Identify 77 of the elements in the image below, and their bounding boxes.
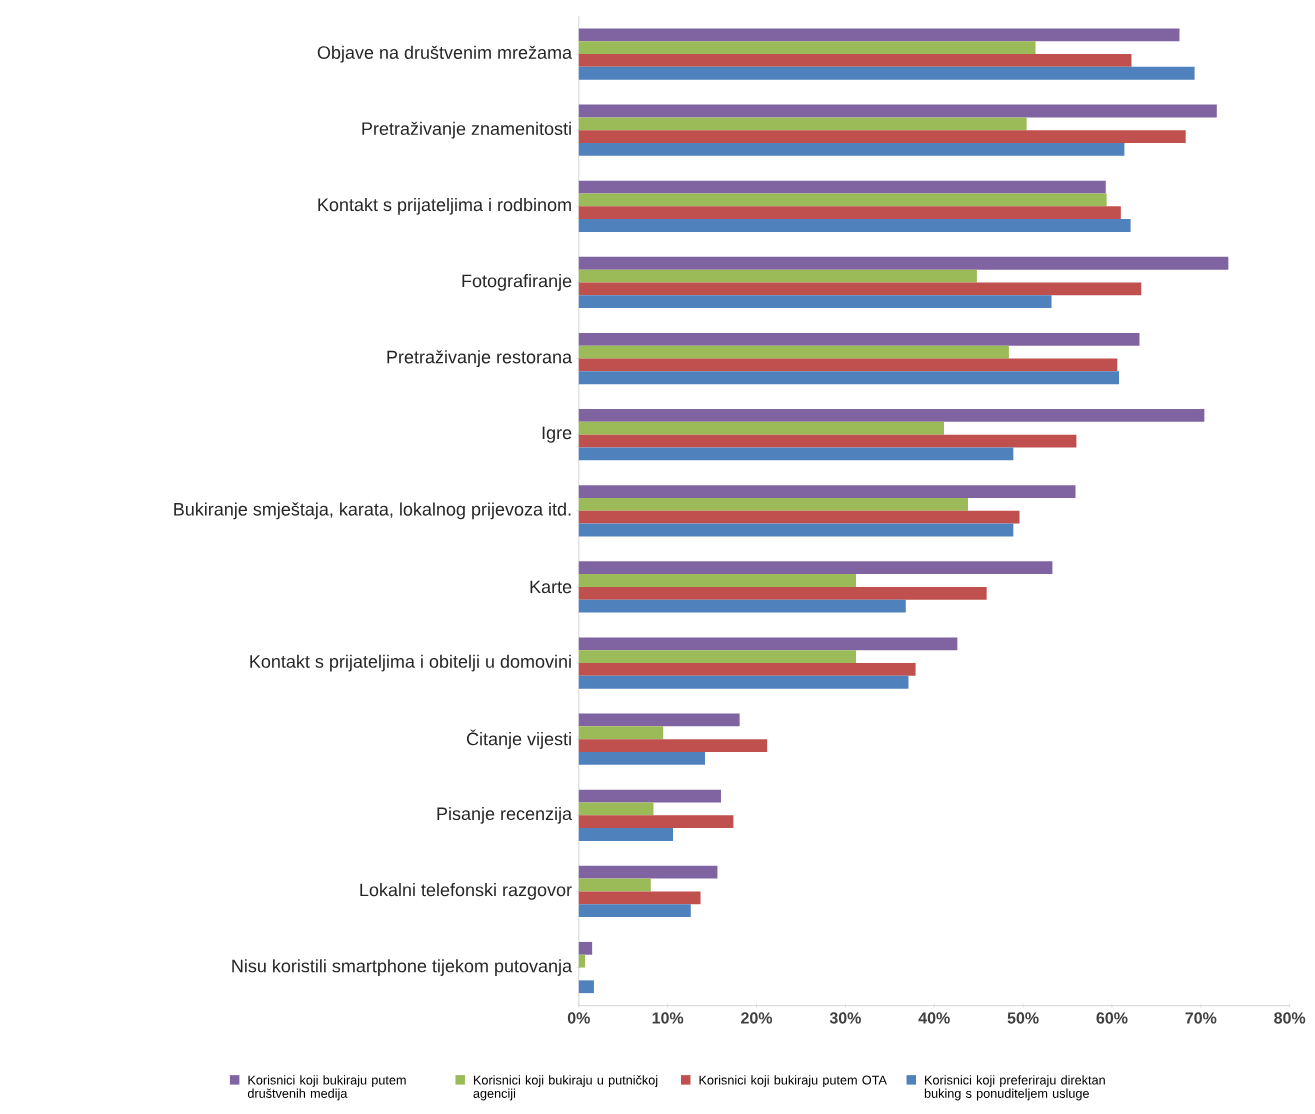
bar	[578, 739, 768, 753]
bar	[578, 130, 1186, 144]
y-tick-label: Kontakt s prijateljima i obitelji u domovini	[250, 654, 571, 672]
bar	[578, 865, 718, 879]
y-tick-label: Pretraživanje restorana	[387, 350, 573, 368]
bar	[578, 828, 673, 842]
y-tick-label: Objave na društvenim mrežama	[317, 45, 573, 63]
legend-label: Korisnici koji bukiraju putem društvenih medija	[247, 1075, 406, 1101]
bar	[578, 726, 664, 740]
x-tick-label: 0%	[567, 1012, 590, 1024]
bar	[578, 269, 977, 283]
x-tick-label: 20%	[741, 1012, 773, 1024]
bar	[578, 954, 586, 968]
y-tick-label: Pretraživanje znamenitosti	[362, 121, 571, 139]
y-tick-label: Karte	[530, 580, 572, 594]
bar	[578, 67, 1195, 80]
x-tick-label: 10%	[652, 1012, 684, 1024]
bar	[578, 333, 1140, 346]
bar	[578, 485, 1076, 499]
bar	[578, 219, 1131, 233]
bar	[578, 371, 1120, 385]
bar	[578, 434, 1077, 448]
x-tick-label: 50%	[1007, 1012, 1039, 1024]
y-tick-label: Lokalni telefonski razgovor	[360, 883, 572, 900]
bar	[578, 180, 1106, 194]
bar	[578, 599, 906, 613]
legend-label: Korisnici koji bukiraju putem OTA	[699, 1075, 887, 1088]
bar	[578, 510, 1020, 524]
bar	[578, 345, 1009, 359]
bar	[578, 878, 651, 892]
x-tick-label: 40%	[918, 1012, 950, 1024]
bar	[578, 650, 857, 664]
bar	[578, 206, 1121, 220]
bar	[578, 104, 1217, 118]
y-tick-label: Bukiranje smještaja, karata, lokalnog prijevoza itd.	[174, 502, 571, 520]
bar	[578, 942, 593, 955]
bar	[578, 676, 909, 689]
x-tick-label: 30%	[829, 1012, 861, 1024]
bar	[578, 295, 1052, 309]
bar	[578, 358, 1118, 372]
bar	[578, 447, 1014, 461]
bar	[578, 637, 958, 651]
y-tick-label: Čitanje vijesti	[466, 729, 571, 750]
y-tick-label: Kontakt s prijateljima i rodbinom	[318, 198, 571, 215]
bar	[578, 117, 1027, 131]
legend-label: Korisnici koji bukiraju u putničkoj agenciji	[473, 1075, 658, 1101]
bar	[578, 193, 1107, 207]
bar	[578, 422, 945, 435]
bar	[578, 41, 1036, 55]
bar	[578, 663, 916, 677]
bar	[578, 752, 705, 765]
bar	[578, 54, 1132, 68]
legend-label: Korisnici koji preferiraju direktan buking s ponuditeljem usluge	[924, 1075, 1105, 1101]
bar	[578, 713, 740, 727]
bar	[578, 802, 654, 816]
bar	[578, 523, 1014, 537]
y-tick-label: Pisanje recenzija	[437, 807, 573, 824]
bar	[578, 980, 594, 994]
bar	[578, 891, 701, 905]
bar	[578, 815, 734, 829]
x-tick-label: 80%	[1274, 1012, 1306, 1024]
bar	[578, 143, 1125, 156]
y-tick-label: Fotografiranje	[462, 274, 572, 292]
y-tick-label: Igre	[542, 426, 572, 443]
bar	[578, 282, 1142, 296]
bar	[578, 561, 1053, 575]
bar	[578, 409, 1205, 423]
bar	[578, 28, 1180, 42]
bar	[578, 257, 1229, 270]
y-tick-label: Nisu koristili smartphone tijekom putovanja	[232, 959, 573, 977]
bar	[578, 574, 857, 588]
bar	[578, 587, 987, 600]
bar	[578, 904, 691, 918]
bar	[578, 498, 968, 511]
bar	[578, 789, 721, 803]
x-tick-label: 60%	[1096, 1012, 1128, 1024]
x-tick-label: 70%	[1185, 1012, 1217, 1024]
